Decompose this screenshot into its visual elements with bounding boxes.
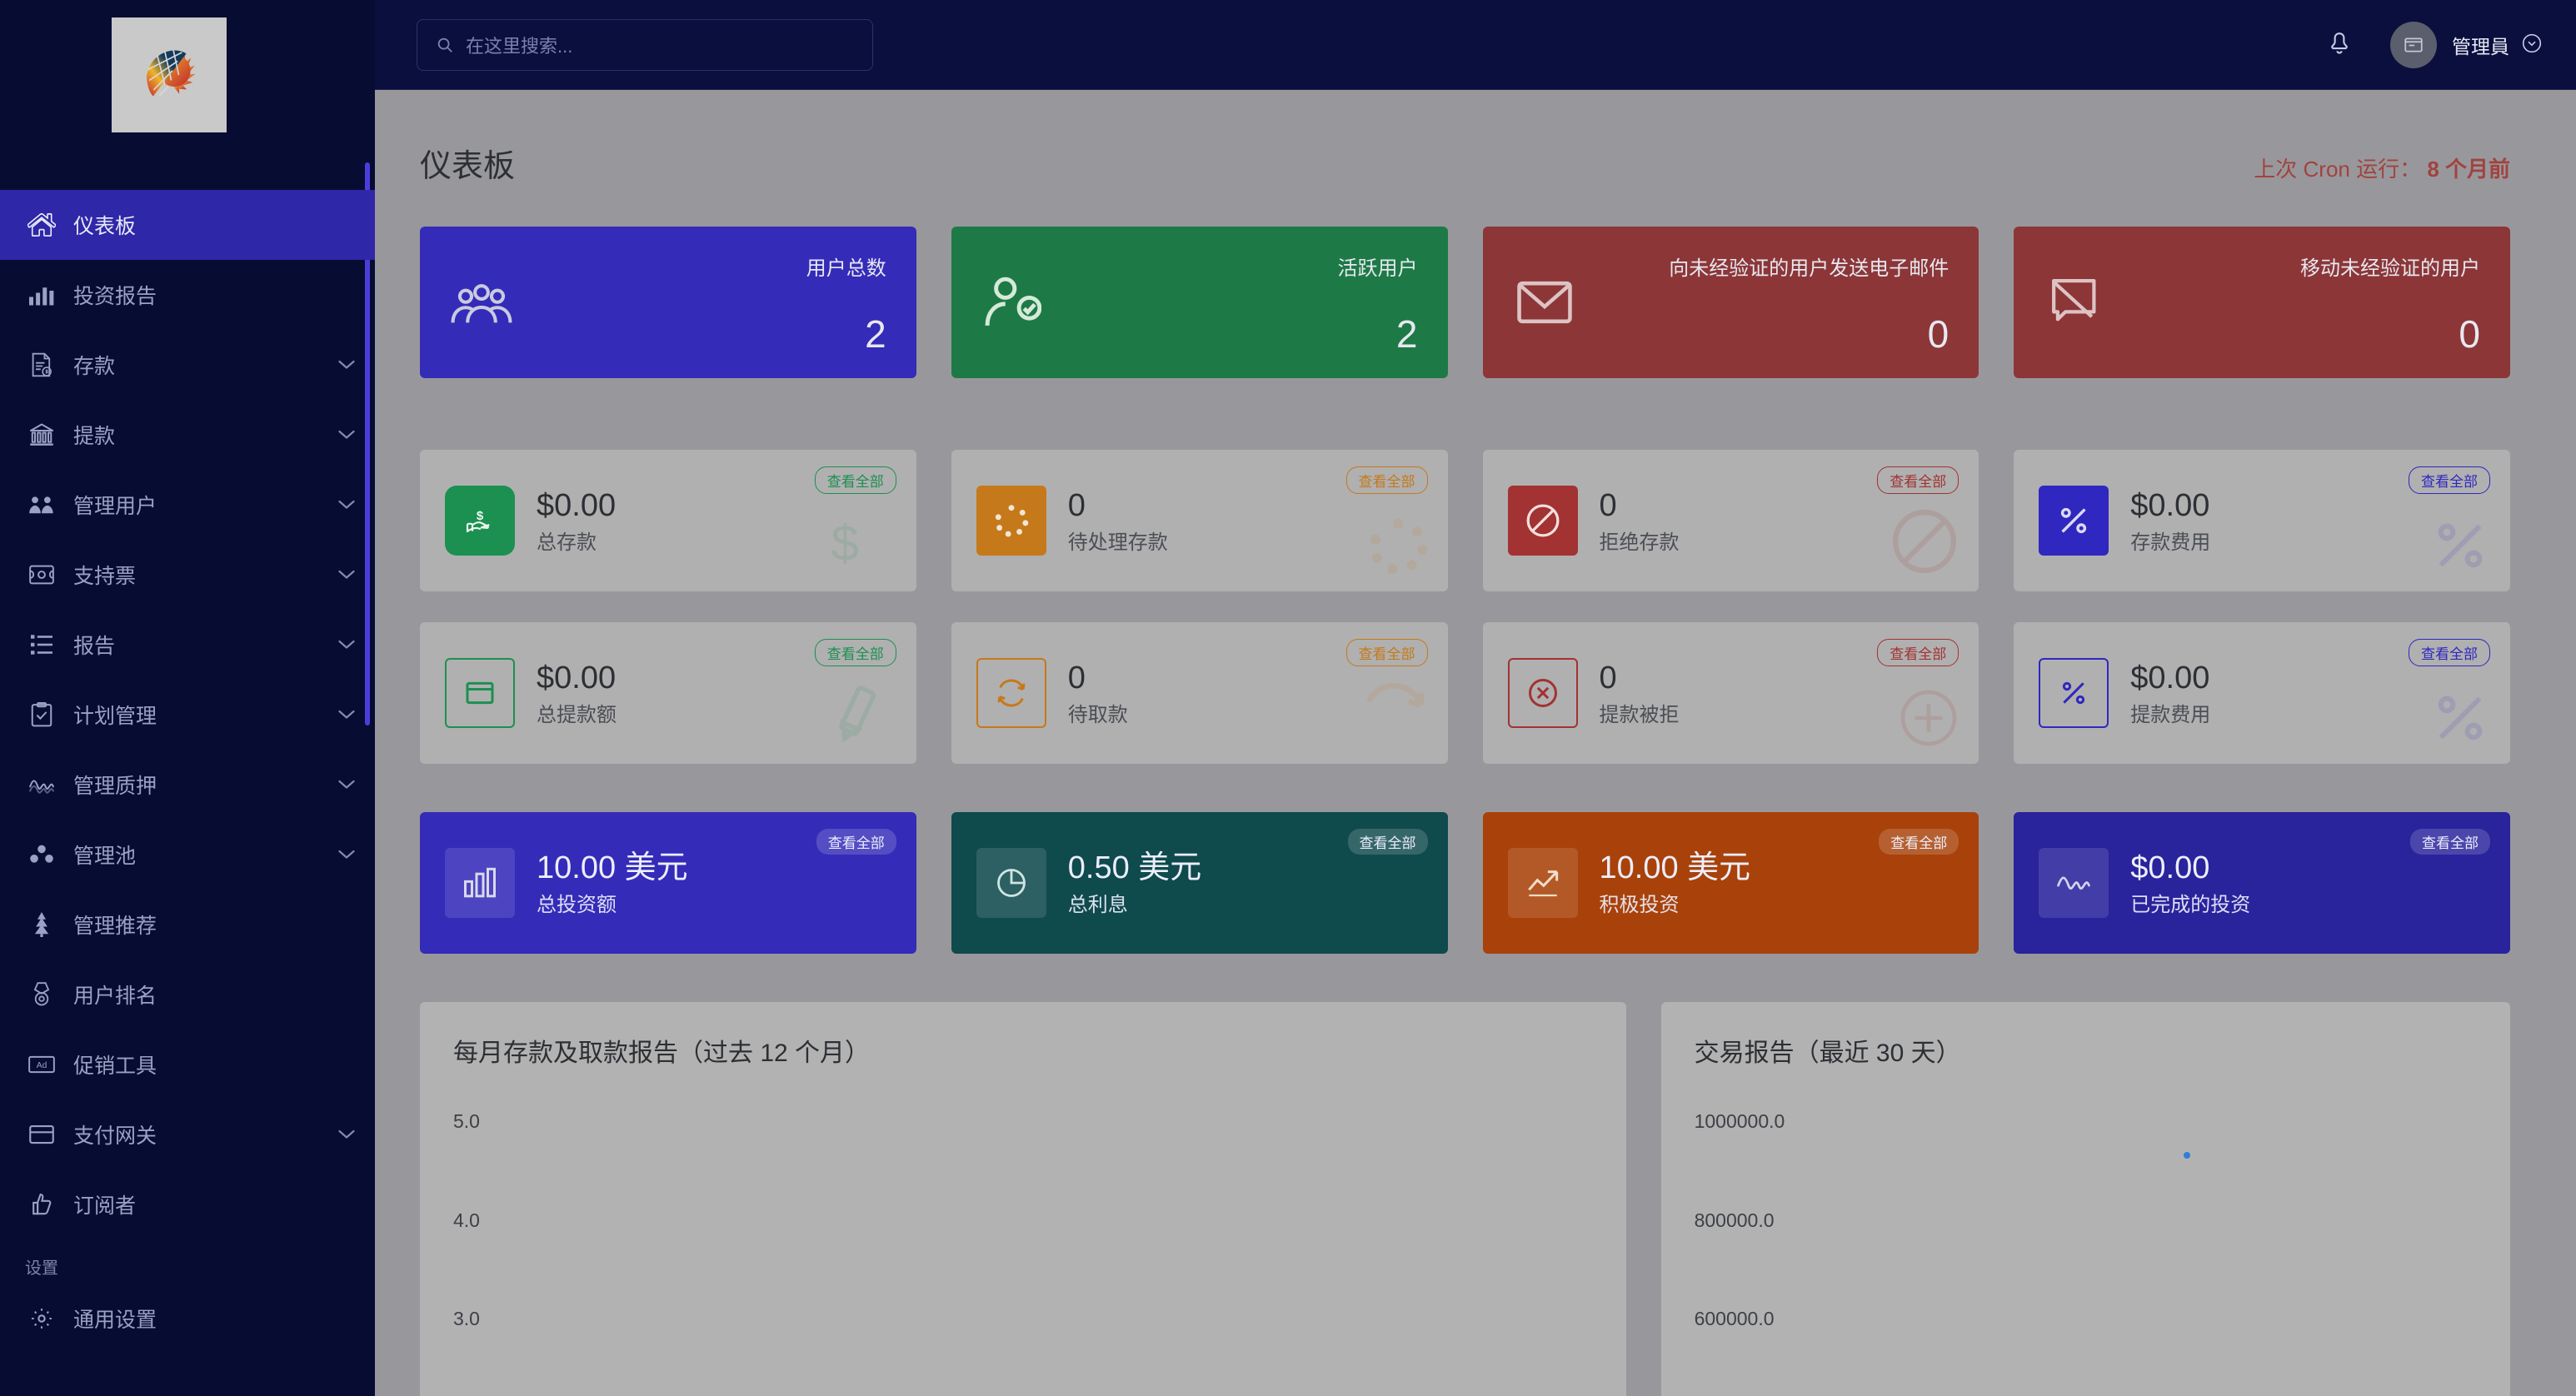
svg-text:$: $ <box>831 516 858 571</box>
svg-text:$: $ <box>477 509 484 523</box>
svg-text:Ad: Ad <box>37 1061 47 1070</box>
